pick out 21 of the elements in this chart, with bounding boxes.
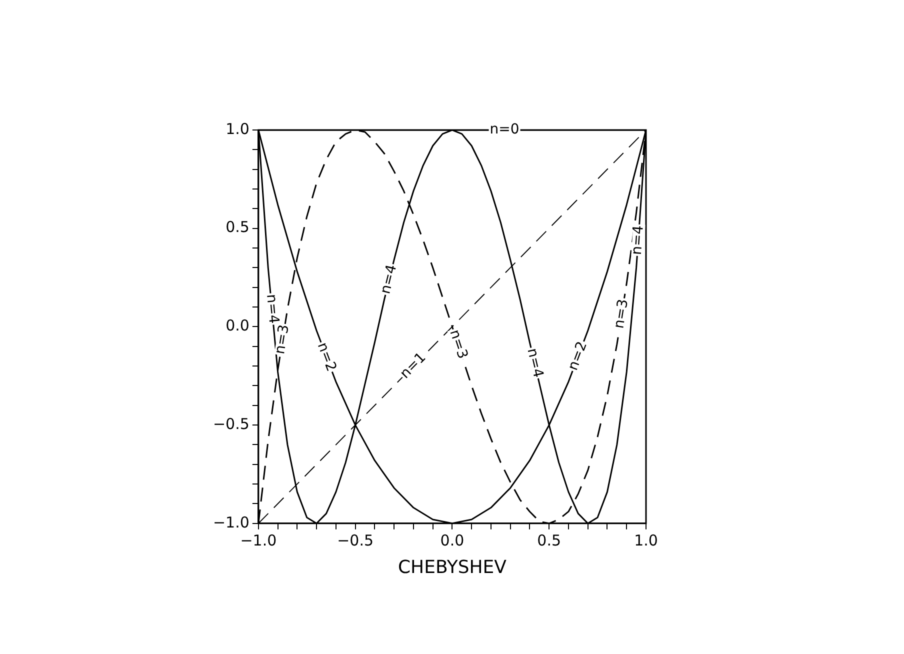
annotation: n=4 (524, 346, 546, 380)
x-tick-label: 1.0 (634, 531, 658, 550)
x-tick-label: 0.5 (537, 531, 562, 550)
annotation: n=4 (378, 263, 400, 296)
y-tick-label: −1.0 (212, 513, 250, 532)
annotation: n=4 (263, 294, 282, 324)
y-tick-label: 0.0 (226, 316, 250, 335)
x-tick-label: −0.5 (337, 531, 374, 550)
annotation: n=3 (272, 324, 293, 356)
y-tick-label: −0.5 (212, 414, 250, 433)
x-axis-title: CHEBYSHEV (398, 556, 508, 578)
x-tick-label: 0.0 (440, 531, 464, 550)
y-tick-label: 0.5 (226, 218, 250, 236)
annotation: n=0 (490, 122, 520, 138)
annotation: n=4 (628, 224, 647, 256)
y-tick-label: 1.0 (226, 120, 250, 138)
x-tick-label: −1.0 (240, 531, 277, 550)
annotation: n=2 (314, 340, 340, 374)
annotation: n=3 (611, 298, 632, 330)
annotation: n=2 (565, 339, 591, 373)
annotation: n=3 (446, 328, 471, 361)
